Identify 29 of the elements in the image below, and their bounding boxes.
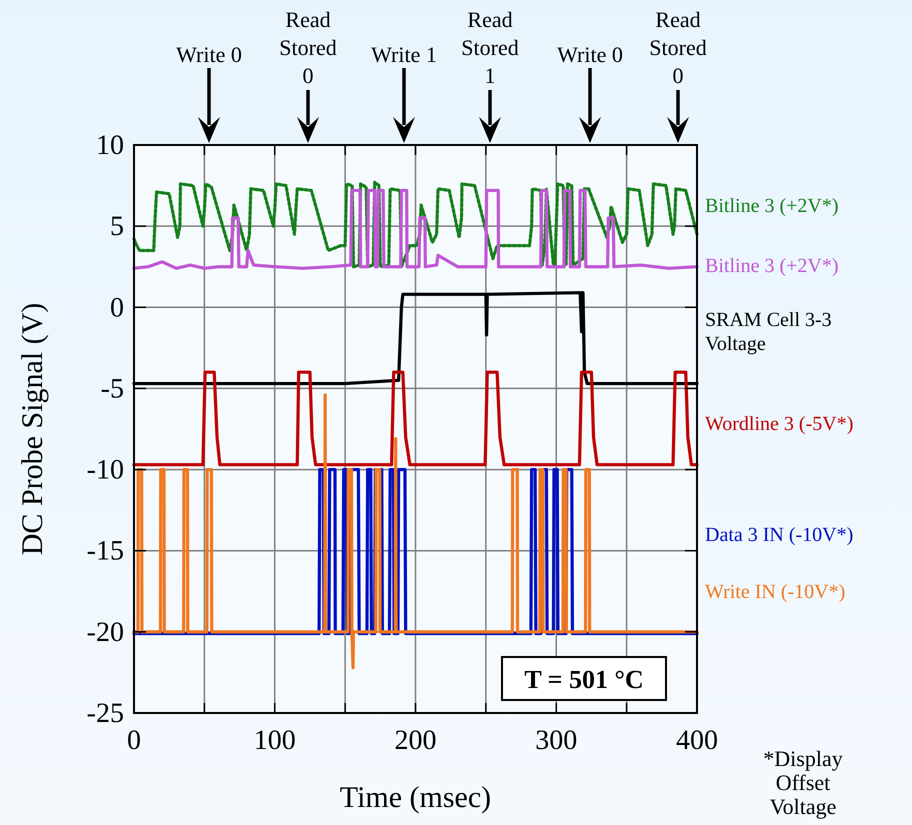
text: *Display Offset Voltage bbox=[763, 746, 843, 819]
y-tick-label: -10 bbox=[86, 454, 124, 486]
y-tick-label: -20 bbox=[86, 616, 124, 648]
x-tick-label: 200 bbox=[394, 725, 436, 756]
text: Write 0 bbox=[557, 42, 623, 67]
text: Write 1 bbox=[371, 42, 437, 67]
text: Read Stored 0 bbox=[649, 7, 707, 88]
y-tick-label: -15 bbox=[86, 536, 124, 567]
x-tick-label: 400 bbox=[676, 725, 718, 756]
y-tick-label: 0 bbox=[110, 292, 124, 324]
legend-label: SRAM Cell 3-3 Voltage bbox=[705, 309, 832, 355]
line-series bbox=[132, 393, 699, 670]
series-label: Write IN (-10V*) bbox=[705, 581, 846, 603]
x-axis-title: Time (msec) bbox=[340, 781, 492, 814]
text: Read Stored 0 bbox=[279, 7, 337, 88]
x-tick-label: 100 bbox=[254, 725, 296, 756]
text: Write 0 bbox=[176, 42, 242, 67]
text: Read Stored 1 bbox=[461, 7, 519, 88]
y-tick-label: -5 bbox=[100, 373, 124, 404]
series-label: Bitline 3 (+2V*) bbox=[705, 195, 838, 217]
y-tick-label: 10 bbox=[96, 130, 124, 161]
y-tick-label: 5 bbox=[110, 211, 124, 242]
x-tick-label: 300 bbox=[535, 725, 578, 756]
y-axis-title: DC Probe Signal (V) bbox=[16, 302, 49, 556]
y-tick-label: -25 bbox=[86, 698, 124, 729]
series-label: Bitline 3 (+2V*) bbox=[705, 255, 838, 277]
text: Data 3 IN (-10V*) bbox=[705, 524, 854, 546]
annotation: T = 501 °C bbox=[524, 665, 644, 694]
series-label: Wordline 3 (-5V*) bbox=[705, 413, 854, 435]
